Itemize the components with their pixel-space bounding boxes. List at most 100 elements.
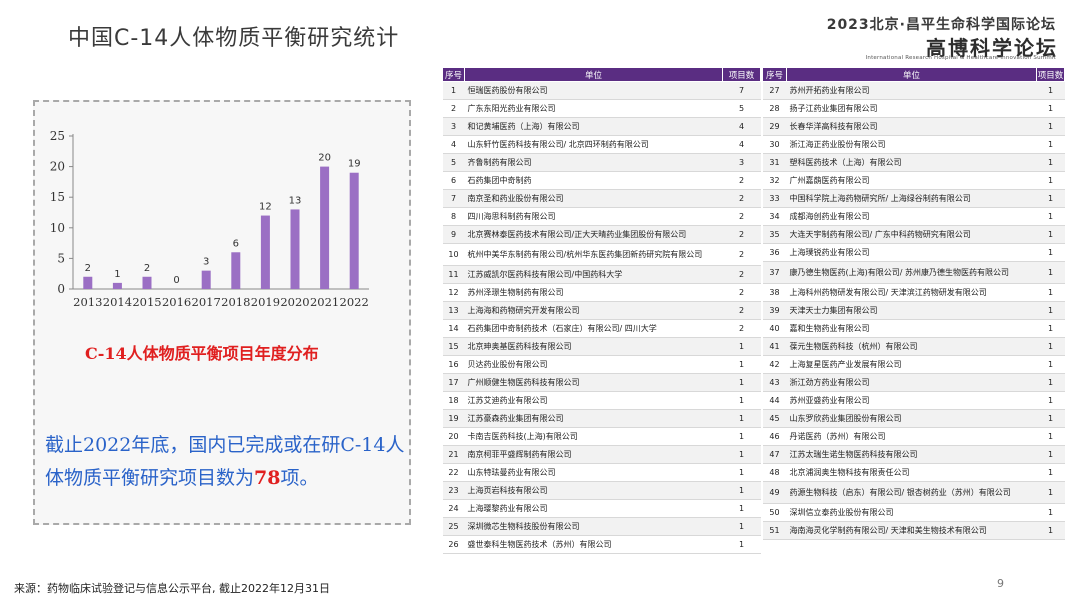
row-count: 1 [1036,319,1065,338]
row-seq: 7 [442,189,465,208]
table-row: 35 大连天宇制药有限公司/ 广东中科药物研究有限公司 1 [762,225,1065,244]
row-unit: 苏州开拓药业有限公司 [786,81,1037,100]
project-table-right: 序号 单位 项目数 27 苏州开拓药业有限公司 1 28 扬子江药业集团有限公司 1 29 长… [762,67,1065,540]
table-row: 21 南京柯菲平盛辉制药有限公司 1 [442,445,761,464]
row-seq: 20 [442,427,465,446]
table-row: 42 上海复星医药产业发展有限公司 1 [762,355,1065,374]
table-row: 40 嘉和生物药业有限公司 1 [762,319,1065,338]
row-seq: 14 [442,319,465,338]
row-count: 4 [722,117,761,136]
row-unit: 葆元生物医药科技（杭州）有限公司 [786,337,1037,356]
row-seq: 32 [762,171,787,190]
row-seq: 25 [442,517,465,536]
row-seq: 44 [762,391,787,410]
data-label: 2 [144,263,150,274]
row-count: 1 [1036,171,1065,190]
row-unit: 广州嘉蓢医药有限公司 [786,171,1037,190]
row-seq: 48 [762,463,787,482]
x-tick-label: 2022 [340,295,369,309]
row-seq: 36 [762,243,787,262]
row-unit: 浙江海正药业股份有限公司 [786,135,1037,154]
row-seq: 50 [762,503,787,522]
summary-after: 项。 [280,467,319,489]
row-count: 1 [1036,99,1065,118]
table-row: 45 山东罗欣药业集团股份有限公司 1 [762,409,1065,428]
row-seq: 28 [762,99,787,118]
x-tick-label: 2013 [73,295,102,309]
row-seq: 24 [442,499,465,518]
table-row: 10 杭州中美华东制药有限公司/杭州华东医药集团新药研究院有限公司 2 [442,243,761,266]
table-row: 29 长春华洋高科技有限公司 1 [762,117,1065,136]
row-count: 1 [1036,445,1065,464]
row-unit: 江苏豪森药业集团有限公司 [464,409,723,428]
table-row: 47 江苏太瑞生诺生物医药科技有限公司 1 [762,445,1065,464]
row-count: 1 [722,535,761,554]
row-seq: 41 [762,337,787,356]
row-seq: 38 [762,283,787,302]
table-row: 25 深圳微芯生物科技股份有限公司 1 [442,517,761,536]
forum-subtitle: International Research Hospital & Health… [865,55,1056,61]
table-row: 48 北京浦润奥生物科技有限责任公司 1 [762,463,1065,482]
row-seq: 21 [442,445,465,464]
data-label: 20 [318,153,331,164]
row-count: 1 [722,445,761,464]
row-unit: 上海璎黎药业有限公司 [464,499,723,518]
x-tick-label: 2018 [221,295,250,309]
y-tick-label: 25 [50,129,65,143]
row-count: 1 [1036,391,1065,410]
row-seq: 35 [762,225,787,244]
x-tick-label: 2020 [280,295,309,309]
data-label: 19 [348,159,361,170]
row-count: 2 [722,189,761,208]
table-row: 32 广州嘉蓢医药有限公司 1 [762,171,1065,190]
row-count: 1 [1036,283,1065,302]
row-count: 2 [722,301,761,320]
row-seq: 5 [442,153,465,172]
row-seq: 12 [442,283,465,302]
table-row: 7 南京圣和药业股份有限公司 2 [442,189,761,208]
forum-logo-text: 高博科学论坛 [926,36,1058,60]
row-unit: 江苏太瑞生诺生物医药科技有限公司 [786,445,1037,464]
row-count: 1 [1036,355,1065,374]
header-count: 项目数 [722,67,761,82]
row-unit: 齐鲁制药有限公司 [464,153,723,172]
row-unit: 长春华洋高科技有限公司 [786,117,1037,136]
row-count: 2 [722,265,761,284]
row-unit: 成都海创药业有限公司 [786,207,1037,226]
row-count: 1 [1036,373,1065,392]
table-row: 26 盛世泰科生物医药技术（苏州）有限公司 1 [442,535,761,554]
row-seq: 27 [762,81,787,100]
table-row: 34 成都海创药业有限公司 1 [762,207,1065,226]
row-unit: 深圳微芯生物科技股份有限公司 [464,517,723,536]
header-seq: 序号 [762,67,787,82]
row-seq: 45 [762,409,787,428]
row-count: 2 [722,225,761,244]
table-row: 27 苏州开拓药业有限公司 1 [762,81,1065,100]
bar [142,276,152,289]
source-note: 来源：药物临床试验登记与信息公示平台, 截止2022年12月31日 [14,582,330,595]
row-unit: 苏州泽璟生物制药有限公司 [464,283,723,302]
header-seq: 序号 [442,67,465,82]
row-unit: 苏州亚盛药业有限公司 [786,391,1037,410]
table-row: 5 齐鲁制药有限公司 3 [442,153,761,172]
x-tick-label: 2021 [310,295,339,309]
table-row: 6 石药集团中奇制药 2 [442,171,761,190]
row-unit: 浙江劲方药业有限公司 [786,373,1037,392]
row-count: 1 [1036,261,1065,284]
row-unit: 上海璞锐药业有限公司 [786,243,1037,262]
table-row: 17 广州顺健生物医药科技有限公司 1 [442,373,761,392]
row-unit: 康乃德生物医药(上海)有限公司/ 苏州康乃德生物医药有限公司 [786,261,1037,284]
row-unit: 江苏威凯尔医药科技有限公司/中国药科大学 [464,265,723,284]
row-count: 4 [722,135,761,154]
row-seq: 33 [762,189,787,208]
row-seq: 15 [442,337,465,356]
row-count: 1 [722,373,761,392]
table-row: 44 苏州亚盛药业有限公司 1 [762,391,1065,410]
row-unit: 杭州中美华东制药有限公司/杭州华东医药集团新药研究院有限公司 [464,243,723,266]
row-count: 1 [722,337,761,356]
row-seq: 46 [762,427,787,446]
table-row: 12 苏州泽璟生物制药有限公司 2 [442,283,761,302]
row-seq: 29 [762,117,787,136]
header-unit: 单位 [786,67,1037,82]
row-unit: 上海复星医药产业发展有限公司 [786,355,1037,374]
